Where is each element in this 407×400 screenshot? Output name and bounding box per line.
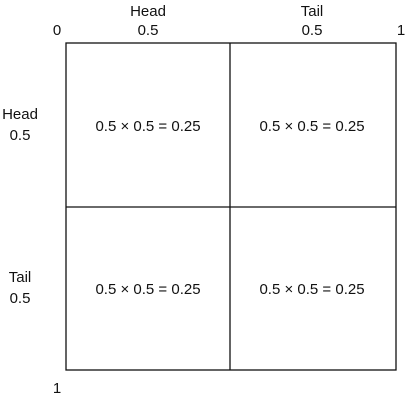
row-probability: 0.5 [10,127,31,144]
left-end-label: 1 [53,380,61,397]
cell-text: 0.5 × 0.5 = 0.25 [95,118,200,135]
column-probability: 0.5 [138,22,159,39]
column-probability: 0.5 [302,22,323,39]
row-probability: 0.5 [10,290,31,307]
column-label: Head [130,3,166,20]
top-end-label: 1 [397,22,405,39]
row-label: Tail [9,269,32,286]
column-label: Tail [301,3,324,20]
origin-label: 0 [53,22,61,39]
cell-text: 0.5 × 0.5 = 0.25 [259,281,364,298]
row-label: Head [2,106,38,123]
cell-text: 0.5 × 0.5 = 0.25 [259,118,364,135]
cell-text: 0.5 × 0.5 = 0.25 [95,281,200,298]
